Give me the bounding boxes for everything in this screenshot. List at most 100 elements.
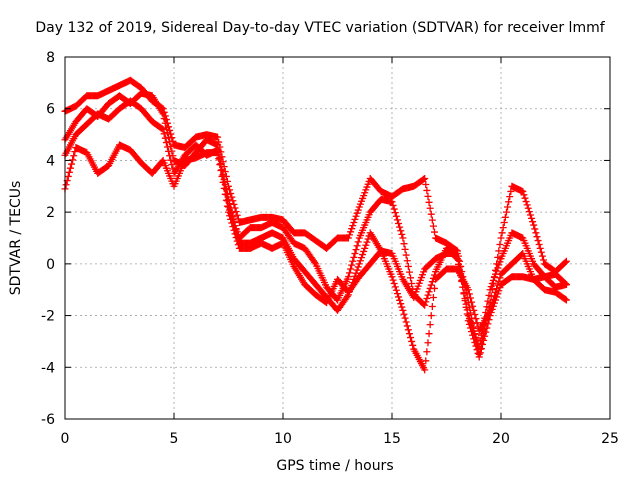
y-tick-label: 4 [46,153,55,169]
series-3 [61,97,570,374]
data-point-trace [217,167,225,175]
data-point-trace [482,328,490,336]
data-point-trace [401,245,409,253]
data-point-trace [473,319,481,327]
data-point-trace [219,178,227,186]
data-point-trace [64,172,72,180]
data-point-trace [161,119,169,127]
data-point-trace [354,238,362,246]
data-point-trace [400,240,408,248]
data-point-trace [161,134,169,142]
data-point-trace [459,283,467,291]
data-point-trace [500,218,508,226]
data-point-trace [481,332,489,340]
data-point-trace [407,274,415,282]
x-tick-label: 10 [274,431,292,447]
data-point-trace [523,201,531,209]
y-tick-label: 0 [46,257,55,273]
data-point-trace [163,129,171,137]
data-point-trace [360,247,368,255]
data-point-trace [397,300,405,308]
data-point-trace [498,229,506,237]
data-point-trace [70,152,78,160]
y-tick-label: 2 [46,205,55,221]
data-point-trace [466,324,474,332]
data-point-trace [402,251,410,259]
data-point-trace [218,166,226,174]
data-point-trace [505,198,513,206]
data-point-trace [228,219,236,227]
data-point-trace [524,204,532,212]
data-point-trace [311,258,319,266]
data-point-trace [496,240,504,248]
data-point [159,110,167,118]
data-point-trace [405,268,413,276]
data-point-trace [422,298,430,306]
data-point-trace [347,228,355,236]
data-point [214,149,222,157]
data-point [486,286,494,294]
data-point [399,234,407,242]
data-point-trace [431,284,439,292]
data-point-trace [234,241,242,249]
data-point-trace [480,336,488,344]
data-point-trace [540,256,548,264]
data-point-trace [62,181,70,189]
data-point [519,187,527,195]
data-point-trace [477,345,485,353]
data-point-trace [168,161,176,169]
data-point-trace [461,297,469,305]
y-axis-label: SDTVAR / TECUs [8,181,24,296]
data-point-trace [352,246,360,254]
data-point-trace [229,223,237,231]
y-tick-label: -2 [41,309,55,325]
data-point [344,273,352,281]
data-point-trace [353,266,361,274]
data-point-trace [226,212,234,220]
data-point-trace [69,156,77,164]
data-point-trace [561,258,569,266]
data-point-trace [494,253,502,261]
data-point-trace [493,267,501,275]
data-point-trace [162,139,170,147]
data-point-trace [454,256,462,264]
data-point-trace [538,252,546,260]
data-point-trace [536,244,544,252]
data-point-trace [483,324,491,332]
data-point-trace [488,305,496,313]
data-point-trace [65,168,73,176]
data-point-trace [230,226,238,234]
data-point-trace [526,211,534,219]
data-point-trace [392,212,400,220]
data-point-trace [427,312,435,320]
data-point-trace [352,212,360,220]
data-point-trace [534,237,542,245]
data-point-trace [468,298,476,306]
data-point-trace [424,339,432,347]
data-point-trace [470,335,478,343]
data-point-trace [403,322,411,330]
data-point-trace [472,315,480,323]
data-point-trace [533,233,541,241]
data-point [421,301,429,309]
data-point-trace [484,297,492,305]
data-point [453,250,461,258]
data-point-trace [160,130,168,138]
data-point-trace [476,349,484,357]
data-point-trace [494,264,502,272]
data-point-trace [422,180,430,188]
data-point [159,125,167,133]
data-point-trace [160,115,168,123]
y-tick-label: -6 [41,412,55,428]
data-point-trace [493,293,501,301]
data-point-trace [409,341,417,349]
data-point-trace [165,147,173,155]
data-point-trace [395,293,403,301]
data-point-trace [398,230,406,238]
data-point-trace [428,216,436,224]
data-point-trace [353,242,361,250]
data-point-trace [506,193,514,201]
data-point-trace [424,192,432,200]
data-point-trace [347,265,355,273]
